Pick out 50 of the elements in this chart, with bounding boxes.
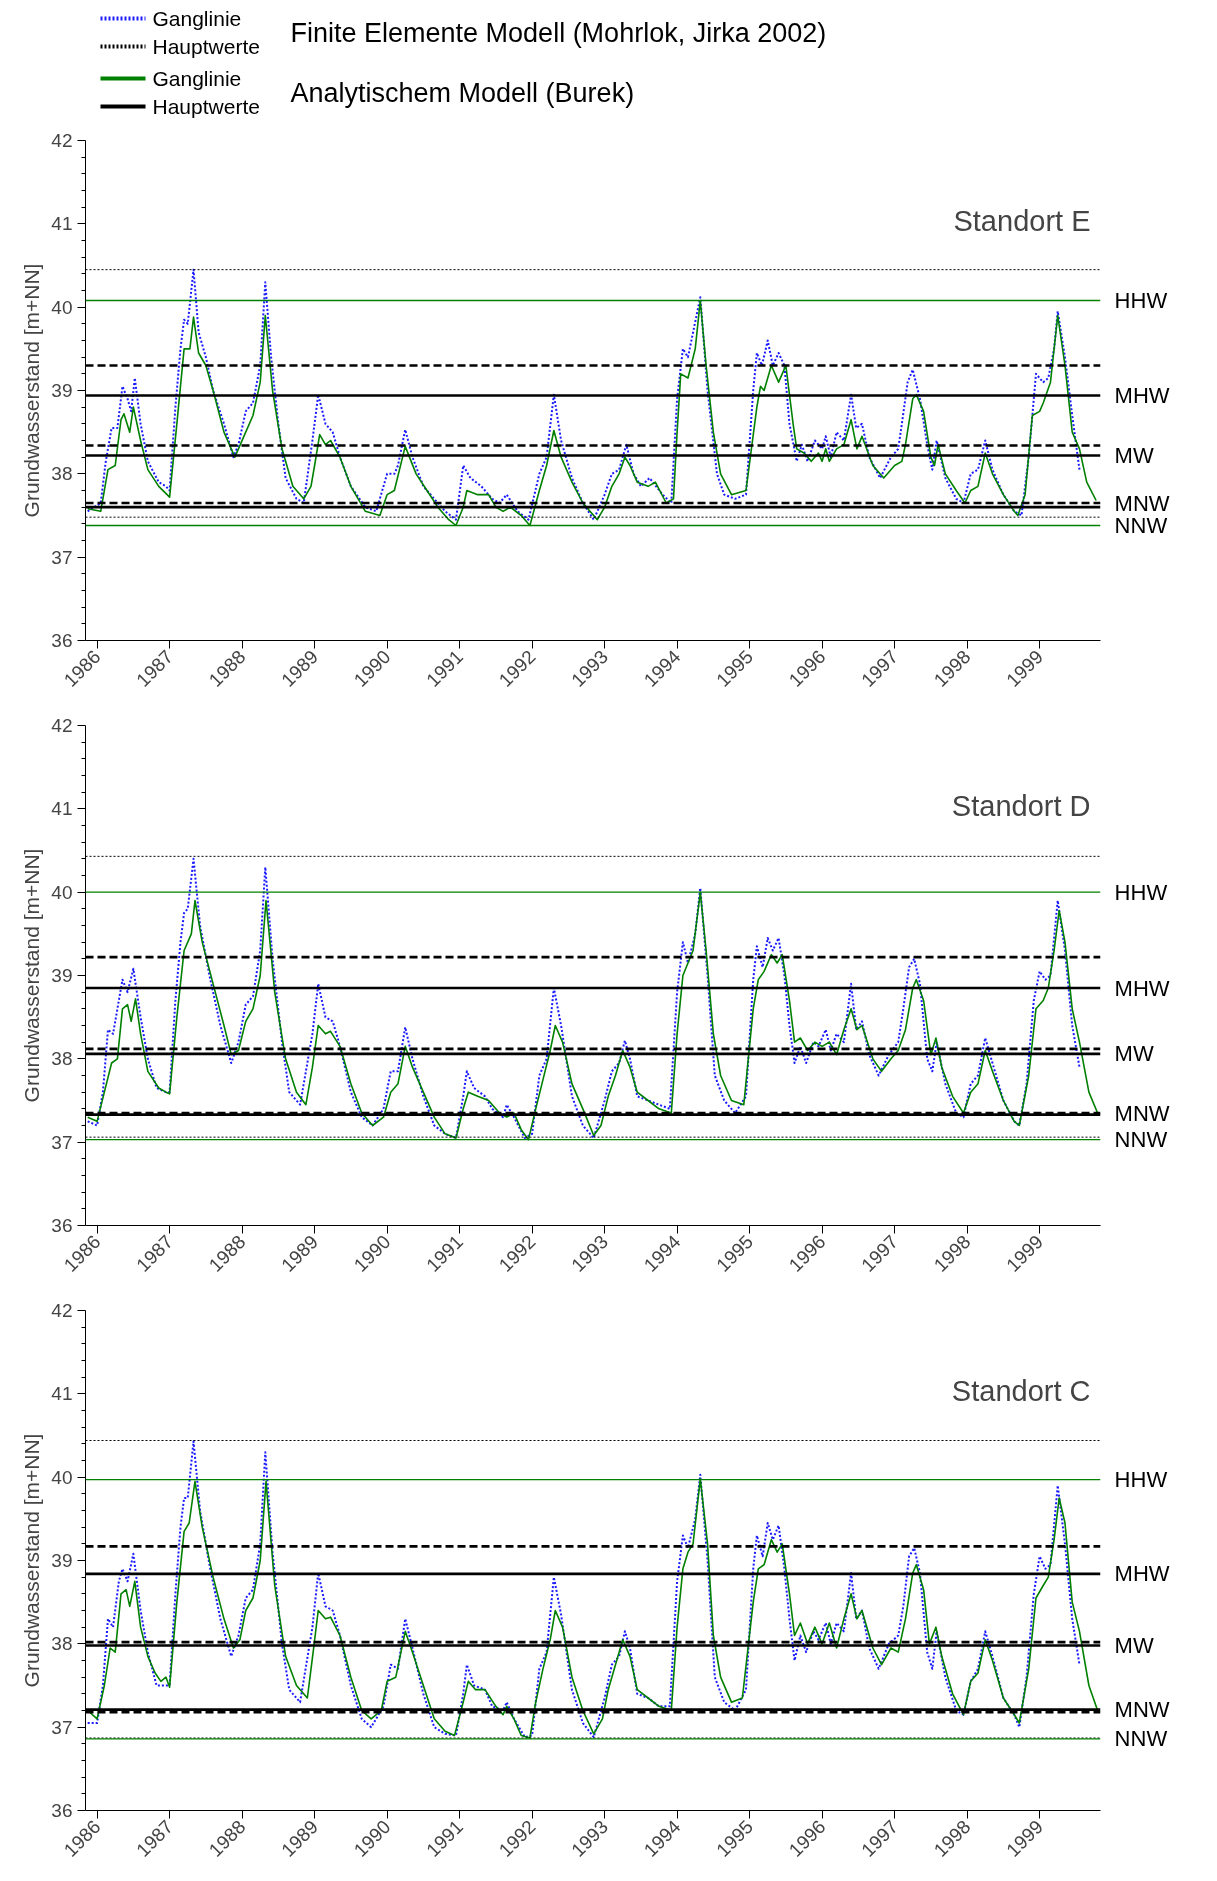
y-tick-label: 39 — [51, 1550, 73, 1571]
text: Standort E — [953, 204, 1091, 237]
y-tick-label: 38 — [51, 1048, 73, 1070]
y-tick-label: 38 — [51, 1633, 73, 1655]
y-axis-title: Grundwasserstand [m+NN] — [20, 263, 44, 518]
text: Standort D — [951, 789, 1091, 822]
ref-line-label: HHW — [1114, 1467, 1168, 1493]
y-tick-label: 42 — [51, 130, 73, 151]
text: Hauptwerte — [152, 95, 260, 118]
y-tick-label: 36 — [51, 630, 73, 651]
ref-line-label: MNW — [1114, 490, 1170, 516]
legend-label: Ganglinie — [152, 7, 242, 30]
ref-line-label: NNW — [1114, 513, 1168, 538]
text: Hauptwerte — [152, 35, 260, 58]
ref-line-label: NNW — [1114, 1127, 1168, 1153]
line-series — [86, 268, 1081, 521]
y-tick-label: 40 — [51, 881, 73, 903]
y-tick-label: 41 — [51, 1383, 73, 1405]
y-tick-label: 39 — [51, 965, 73, 986]
y-tick-label: 41 — [51, 798, 73, 820]
ref-line-label: HHW — [1114, 288, 1168, 313]
y-axis-title: Grundwasserstand [m+NN] — [20, 848, 44, 1103]
y-tick-label: 38 — [51, 463, 73, 485]
y-tick-label: 42 — [51, 715, 73, 736]
line-series — [86, 299, 1097, 527]
ref-line-label: MHW — [1114, 1561, 1170, 1587]
ref-line-label: HHW — [1114, 879, 1168, 905]
y-tick-label: 36 — [51, 1800, 73, 1821]
y-tick-label: 36 — [51, 1215, 73, 1236]
y-tick-label: 40 — [51, 1466, 73, 1488]
ref-line-label: MHW — [1114, 383, 1170, 408]
y-tick-label: 37 — [51, 1131, 73, 1153]
ref-line-label: MW — [1114, 1633, 1154, 1658]
text: Standort C — [951, 1374, 1091, 1407]
ref-line-label: MNW — [1114, 1100, 1170, 1126]
y-tick-label: 37 — [51, 1716, 73, 1738]
y-tick-label: 42 — [51, 1300, 73, 1321]
y-axis-title: Grundwasserstand [m+NN] — [20, 1433, 44, 1688]
legend-label: Ganglinie — [152, 67, 242, 90]
ref-line-label: MW — [1114, 1041, 1154, 1067]
ref-line-label: NNW — [1114, 1726, 1168, 1752]
y-tick-label: 41 — [51, 213, 73, 235]
text: Finite Elemente Modell (Mohrlok, Jirka 2002) — [290, 17, 827, 48]
y-tick-label: 40 — [51, 296, 73, 318]
y-tick-label: 39 — [51, 380, 73, 401]
ref-line-label: MW — [1114, 443, 1154, 468]
ref-line-label: MHW — [1114, 975, 1170, 1001]
text: Analytischem Modell (Burek) — [290, 77, 635, 108]
ref-line-label: MNW — [1114, 1697, 1170, 1723]
y-tick-label: 37 — [51, 546, 73, 568]
